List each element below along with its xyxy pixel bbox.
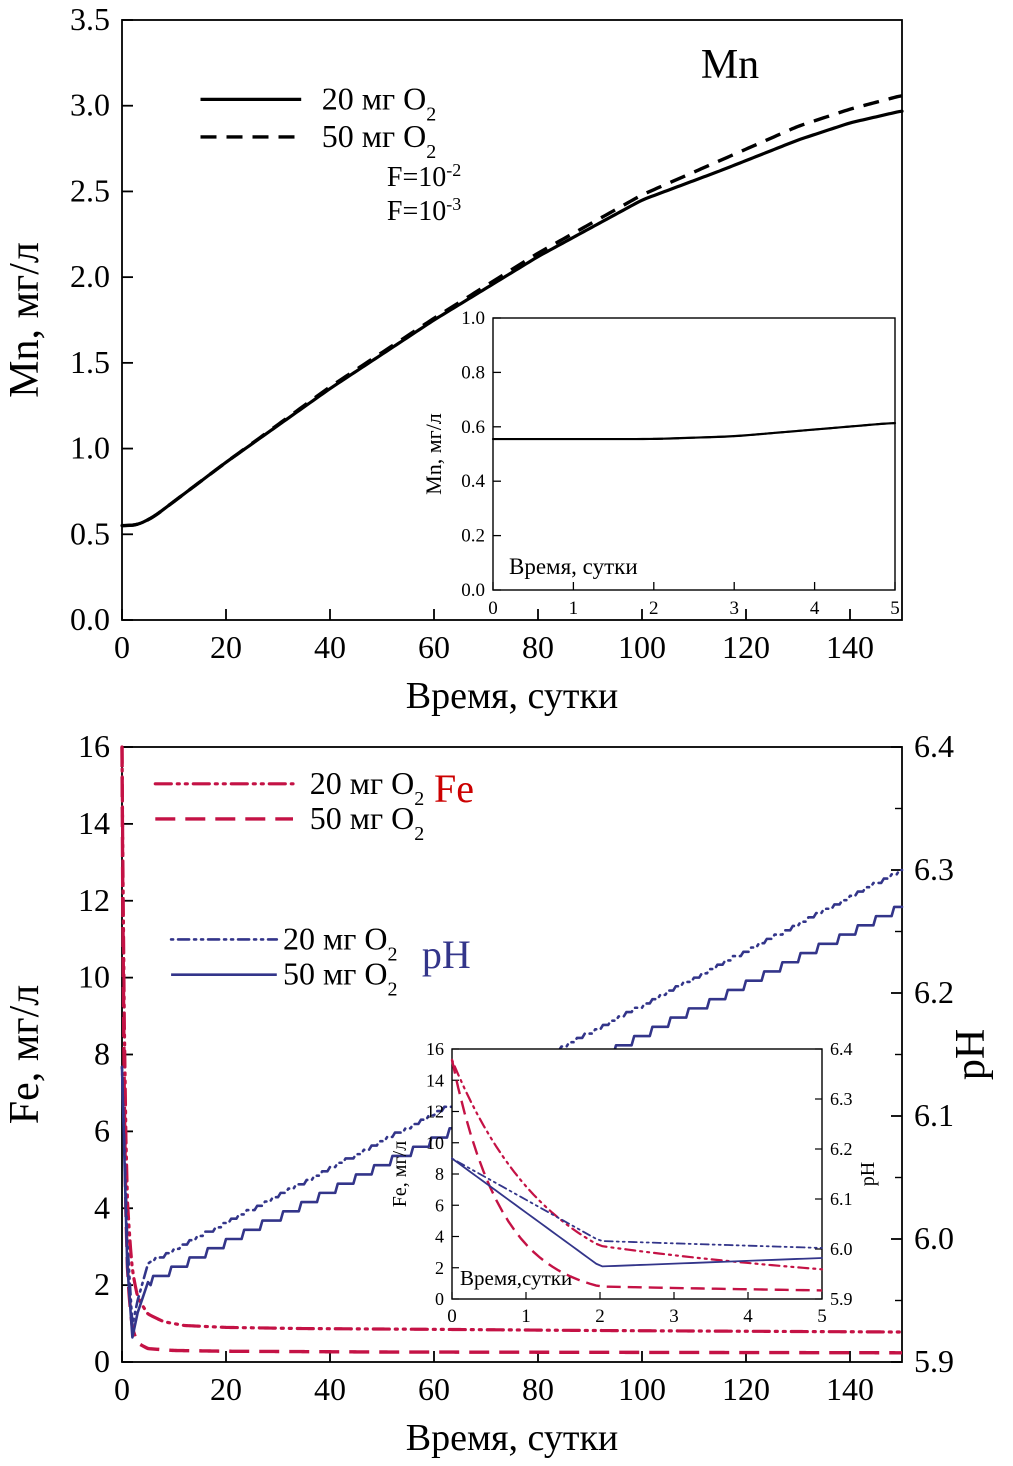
svg-text:6: 6 (94, 1112, 110, 1148)
svg-text:8: 8 (435, 1164, 444, 1184)
svg-text:Fe: Fe (434, 766, 474, 811)
svg-text:5: 5 (890, 598, 900, 619)
svg-text:16: 16 (78, 728, 110, 764)
svg-text:16: 16 (426, 1039, 444, 1059)
svg-text:14: 14 (78, 805, 110, 841)
svg-text:6: 6 (435, 1195, 444, 1215)
svg-text:0: 0 (114, 629, 130, 665)
svg-text:8: 8 (94, 1036, 110, 1072)
svg-text:6.2: 6.2 (830, 1139, 853, 1159)
svg-text:pH: pH (422, 932, 471, 977)
svg-text:5: 5 (817, 1306, 827, 1327)
svg-text:2: 2 (94, 1266, 110, 1302)
svg-text:1.5: 1.5 (70, 344, 110, 380)
svg-text:Время, сутки: Время, сутки (406, 1417, 619, 1459)
svg-text:0: 0 (447, 1306, 457, 1327)
svg-text:6.2: 6.2 (914, 974, 954, 1010)
svg-text:0: 0 (114, 1371, 130, 1407)
svg-text:20: 20 (210, 629, 242, 665)
svg-text:6.0: 6.0 (830, 1239, 853, 1259)
svg-text:0: 0 (94, 1343, 110, 1379)
svg-text:6.3: 6.3 (830, 1089, 853, 1109)
svg-text:0.6: 0.6 (461, 417, 485, 438)
svg-text:12: 12 (426, 1102, 444, 1122)
svg-text:6.4: 6.4 (830, 1039, 853, 1059)
svg-text:60: 60 (418, 1371, 450, 1407)
svg-text:3: 3 (729, 598, 739, 619)
svg-text:2: 2 (649, 598, 659, 619)
svg-text:80: 80 (522, 629, 554, 665)
svg-text:2: 2 (435, 1258, 444, 1278)
svg-text:140: 140 (826, 1371, 874, 1407)
svg-text:5.9: 5.9 (914, 1343, 954, 1379)
svg-text:40: 40 (314, 1371, 346, 1407)
svg-text:4: 4 (435, 1227, 444, 1247)
svg-text:Mn, мг/л: Mn, мг/л (2, 242, 48, 398)
svg-text:pH: pH (948, 1029, 994, 1080)
svg-text:2.0: 2.0 (70, 258, 110, 294)
svg-text:0.8: 0.8 (461, 362, 485, 383)
svg-text:Время, сутки: Время, сутки (509, 554, 638, 579)
svg-text:Fe, мг/л: Fe, мг/л (2, 985, 48, 1124)
svg-text:20: 20 (210, 1371, 242, 1407)
svg-text:10: 10 (78, 959, 110, 995)
svg-text:100: 100 (618, 629, 666, 665)
svg-text:1.0: 1.0 (461, 308, 485, 329)
svg-text:2.5: 2.5 (70, 172, 110, 208)
svg-text:40: 40 (314, 629, 346, 665)
svg-text:6.4: 6.4 (914, 728, 954, 764)
svg-text:14: 14 (426, 1070, 444, 1090)
svg-text:1: 1 (569, 598, 579, 619)
svg-text:12: 12 (78, 882, 110, 918)
svg-text:2: 2 (595, 1306, 605, 1327)
svg-text:Fe, мг/л: Fe, мг/л (389, 1141, 411, 1207)
svg-text:6.0: 6.0 (914, 1220, 954, 1256)
svg-text:10: 10 (426, 1133, 444, 1153)
svg-text:0.5: 0.5 (70, 515, 110, 551)
svg-text:60: 60 (418, 629, 450, 665)
svg-text:1: 1 (521, 1306, 531, 1327)
svg-text:6.1: 6.1 (830, 1189, 853, 1209)
svg-text:0: 0 (488, 598, 498, 619)
svg-text:3.0: 3.0 (70, 87, 110, 123)
svg-text:5.9: 5.9 (830, 1289, 853, 1309)
svg-text:120: 120 (722, 629, 770, 665)
svg-text:3.5: 3.5 (70, 1, 110, 37)
svg-text:1.0: 1.0 (70, 430, 110, 466)
svg-text:0.2: 0.2 (461, 526, 485, 547)
svg-text:4: 4 (810, 598, 820, 619)
svg-text:Mn, мг/л: Mn, мг/л (421, 413, 446, 495)
svg-text:4: 4 (94, 1189, 110, 1225)
svg-text:120: 120 (722, 1371, 770, 1407)
svg-text:0.4: 0.4 (461, 471, 485, 492)
svg-text:4: 4 (743, 1306, 753, 1327)
svg-text:3: 3 (669, 1306, 679, 1327)
svg-text:pH: pH (857, 1162, 879, 1186)
svg-text:6.3: 6.3 (914, 851, 954, 887)
svg-text:140: 140 (826, 629, 874, 665)
svg-text:80: 80 (522, 1371, 554, 1407)
svg-text:6.1: 6.1 (914, 1097, 954, 1133)
svg-text:0: 0 (435, 1289, 444, 1309)
svg-text:Mn: Mn (701, 42, 759, 88)
svg-text:0.0: 0.0 (461, 580, 485, 601)
svg-text:0.0: 0.0 (70, 601, 110, 637)
svg-text:Время, сутки: Время, сутки (406, 675, 619, 717)
svg-text:100: 100 (618, 1371, 666, 1407)
